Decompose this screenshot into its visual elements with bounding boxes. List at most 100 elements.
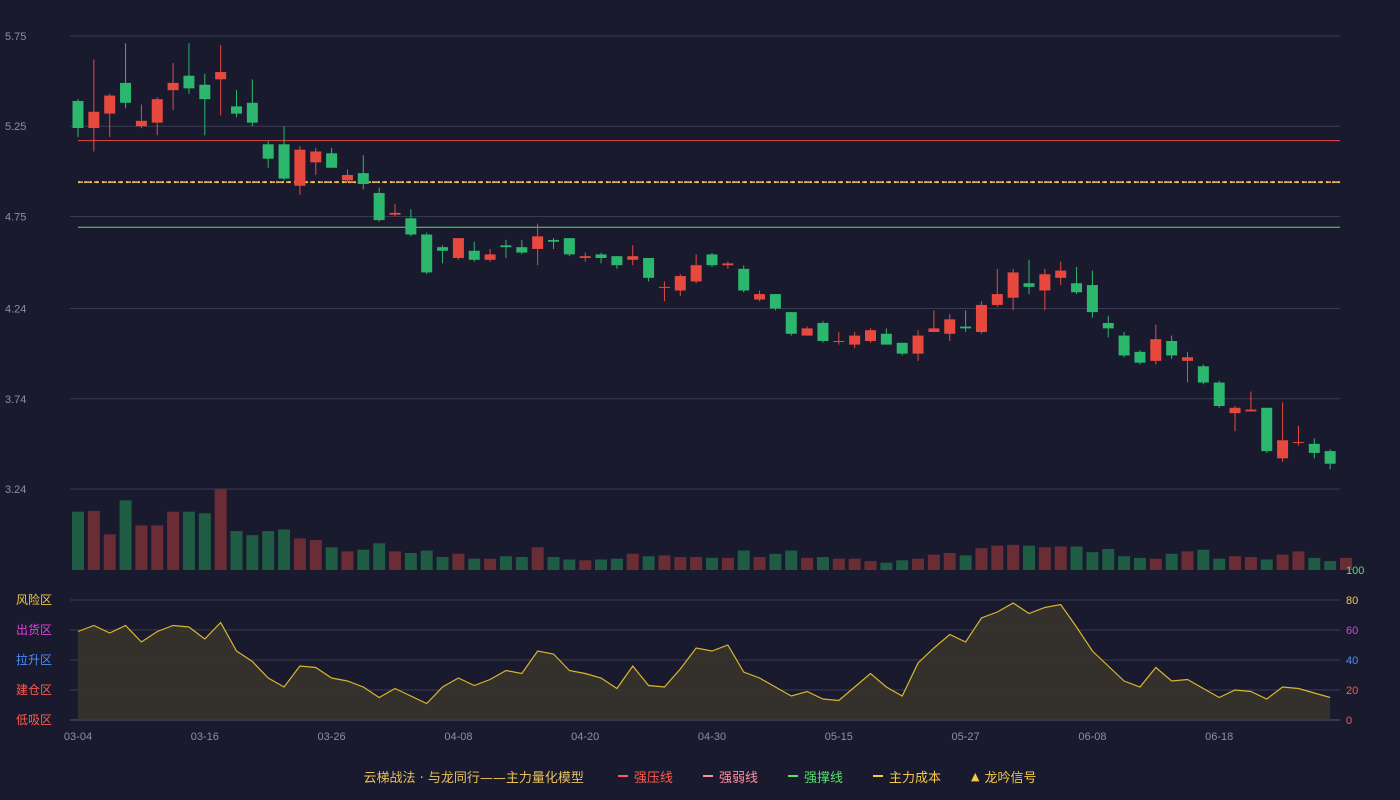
candle-body [595,254,607,258]
candle-body [88,111,100,129]
volume-bar [293,538,306,570]
candle-body [1324,451,1336,464]
oscillator-line [77,602,1331,705]
candle-body [690,265,702,282]
candle-body [72,100,84,129]
x-tick-label: 03-16 [191,731,219,743]
candle-body [912,335,924,354]
volume-bar [1292,551,1305,570]
volume-bar [373,543,386,570]
volume-bar [151,525,164,570]
volume-bar [103,534,116,570]
grid-lines [70,35,1340,721]
volume-bar [1118,556,1131,570]
candle-body [405,218,417,235]
legend-item-dragon-signal[interactable]: ▲ 龙吟信号 [971,767,1036,786]
volume-bar [1070,546,1083,570]
volume-bar [389,551,401,570]
volume-bar [785,550,798,570]
volume-bar [484,558,497,570]
volume-bar [706,557,718,570]
volume-bar [721,557,734,570]
volume-bar [72,511,84,570]
candle-body [1308,443,1320,453]
candle-body [944,319,956,334]
volume-bar [1007,544,1020,570]
volume-bar [87,510,100,570]
candle-body [310,151,322,163]
volume-bar [1229,556,1242,570]
volume-bar [341,551,354,570]
price-tick-label: 5.25 [5,121,26,133]
volume-bar [801,557,814,570]
zone-label: 建仓区 [16,683,52,697]
candle-body [484,254,496,260]
candle-body [785,312,797,334]
zone-label: 风险区 [16,592,52,607]
candle-body [1071,283,1083,293]
candle-body [199,84,211,100]
volume-bar [864,561,877,570]
candle-body [215,72,227,80]
volume-bar [1197,549,1210,570]
legend-label: 强撑线 [803,770,843,786]
volume-bar [610,558,623,570]
volume-bar [246,535,259,570]
volume-bar [1324,561,1337,570]
price-tick-label: 3.74 [5,394,26,406]
x-tick-label: 04-20 [571,731,599,743]
volume-bar [848,558,861,570]
volume-bar [262,531,275,570]
legend-label: 主力成本 [888,770,941,786]
volume-bar [769,553,782,570]
triangle-icon: ▲ [970,769,980,783]
volume-bar [880,562,893,570]
price-tick-label: 5.75 [5,31,26,43]
volume-bar [658,555,671,570]
legend-swatch [787,775,798,777]
x-tick-label: 06-18 [1205,731,1233,743]
candle-body [960,326,972,329]
volume-bar [420,550,433,570]
candle-body [627,256,639,260]
x-tick-label: 03-04 [64,731,92,743]
oscillator-tick-label: 100 [1346,565,1364,577]
legend-swatch [872,775,883,777]
candle-body [1023,283,1035,287]
volume-bar [753,557,766,570]
legend-item-strong-weak[interactable]: 强弱线 [702,767,758,786]
legend-item-strong-pressure[interactable]: 强压线 [617,767,673,786]
volume-bar [1165,553,1178,570]
x-tick-label: 05-27 [952,731,980,743]
volume-bar [975,548,988,570]
candle-body [532,236,544,249]
candlestick-series [72,43,1336,470]
candle-body [1277,440,1289,459]
volume-bar [1213,558,1226,570]
volume-bar [167,511,180,570]
oscillator-area [77,602,1331,720]
legend-item-main-cost[interactable]: 主力成本 [872,767,941,786]
candle-body [1292,442,1304,444]
candle-body [1086,285,1098,313]
candle-body [849,335,861,345]
oscillator-fill [78,603,1331,720]
candle-body [1197,366,1209,383]
candle-body [1182,357,1193,361]
oscillator-tick-label: 60 [1346,625,1358,637]
candle-body [880,333,892,345]
candle-body [658,286,670,288]
candle-body [1166,341,1178,356]
volume-bar [468,558,481,570]
volume-bar [563,559,576,570]
oscillator-tick-label: 0 [1346,715,1352,727]
volume-bar [642,556,655,570]
volume-bar [515,557,528,570]
volume-bar [198,513,211,570]
candle-body [1150,339,1162,361]
candle-body [548,239,559,242]
legend-item-strong-support[interactable]: 强撑线 [787,767,843,786]
volume-bar [1038,547,1051,570]
candle-body [1102,322,1114,329]
candle-body [643,257,655,278]
